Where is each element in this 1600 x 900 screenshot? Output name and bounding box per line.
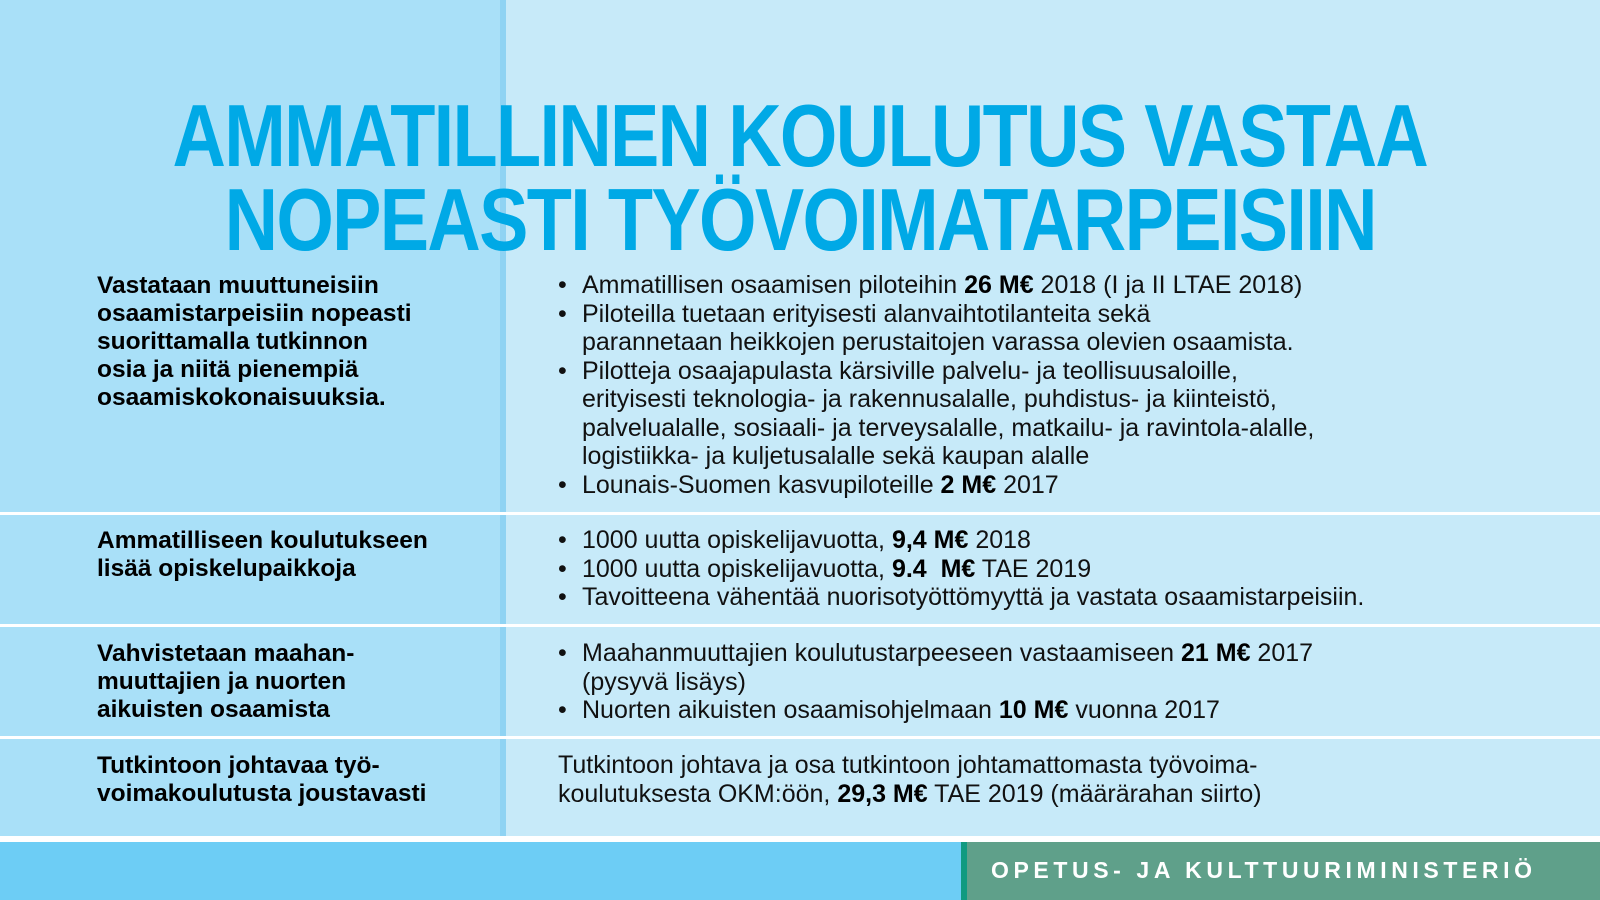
text: Pilotteja osaajapulasta kärsiville palve… [582,356,1315,471]
row-2-bullets: • 1000 uutta opiskelijavuotta, 9,4 M€ 201… [558,526,1568,612]
bullet-item: • Pilotteja osaajapulasta kärsiville palv… [558,357,1568,471]
text: 2017 (pysyvä lisäys) [582,639,1314,696]
text: Lounais-Suomen kasvupiloteille [582,470,941,499]
title-line-1: AMMATILLINEN KOULUTUS VASTAA [0,92,1600,180]
row-divider [0,736,1600,739]
bullet-item: • 1000 uutta opiskelijavuotta, 9,4 M€ 201… [558,526,1568,555]
text: Piloteilla tuetaan erityisesti alanvaiht… [582,299,1294,357]
footer-blue-band [0,842,961,900]
bullet-item: • Piloteilla tuetaan erityisesti alanvaih… [558,300,1568,357]
bullet-icon: • [558,639,567,667]
bullet-item: • Nuorten aikuisten osaamisohjelmaan 10 M… [558,696,1568,725]
text: Nuorten aikuisten osaamisohjelmaan [582,696,999,724]
bullet-icon: • [558,271,567,299]
text: Tavoitteena vähentää nuorisotyöttömyyttä… [582,583,1365,611]
amount: 9,4 M€ [891,526,969,554]
bullet-icon: • [558,696,567,724]
title-line-2: NOPEASTI TYÖVOIMATARPEISIIN [0,176,1600,264]
text: Maahanmuuttajien koulutustarpeeseen vast… [582,639,1181,667]
bullet-item: • Tavoitteena vähentää nuorisotyöttömyytt… [558,583,1568,612]
text: 2018 (I ja II LTAE 2018) [1033,271,1303,299]
row-2-heading: Ammatilliseen koulutukseen lisää opiskel… [97,527,428,582]
amount: 29,3 M€ [837,779,928,808]
row-divider [0,836,1600,842]
row-3-heading: Vahvistetaan maahan- muuttajien ja nuort… [97,640,355,723]
left-column-background [0,0,500,842]
row-4-heading: Tutkintoon johtavaa työ- voimakoulutusta… [97,752,427,807]
bullet-item: • Ammatillisen osaamisen piloteihin 26 M€… [558,271,1568,300]
bullet-icon: • [558,299,567,328]
text: TAE 2019 [975,554,1092,583]
title-text-1: AMMATILLINEN KOULUTUS VASTAA [172,86,1429,185]
text: 2018 [968,526,1031,554]
ministry-name: OPETUS- JA KULTTUURIMINISTERIÖ [991,857,1537,883]
bullet-icon: • [558,554,567,583]
bullet-item: • Lounais-Suomen kasvupiloteille 2 M€ 201… [558,471,1568,500]
title-text-2: NOPEASTI TYÖVOIMATARPEISIIN [224,170,1377,269]
bullet-item: • 1000 uutta opiskelijavuotta, 9.4 M€ TAE… [558,555,1568,584]
amount: 9.4 M€ [891,554,976,583]
bullet-icon: • [558,356,567,385]
row-divider [0,512,1600,515]
row-divider [0,624,1600,627]
amount: 21 M€ [1181,639,1251,667]
column-separator [500,0,506,836]
row-1-bullets: • Ammatillisen osaamisen piloteihin 26 M€… [558,271,1568,499]
text: Tutkintoon johtava ja osa tutkintoon joh… [558,751,1258,808]
row-1-heading: Vastataan muuttuneisiin osaamistarpeisii… [97,272,412,411]
text: 1000 uutta opiskelijavuotta, [582,554,892,583]
bullet-icon: • [558,583,567,611]
row-3-bullets: • Maahanmuuttajien koulutustarpeeseen vas… [558,639,1568,725]
amount: 2 M€ [940,470,997,499]
text: TAE 2019 (määrärahan siirto) [927,779,1262,808]
row-4-text: Tutkintoon johtava ja osa tutkintoon joh… [558,751,1568,808]
text: 1000 uutta opiskelijavuotta, [582,526,892,554]
text: Ammatillisen osaamisen piloteihin [582,271,965,299]
amount: 26 M€ [964,271,1034,299]
bullet-icon: • [558,470,567,499]
bullet-item: • Maahanmuuttajien koulutustarpeeseen vas… [558,639,1568,696]
text: 2017 [996,470,1059,499]
amount: 10 M€ [998,696,1069,724]
text: vuonna 2017 [1068,696,1220,724]
ministry-logo-band: OPETUS- JA KULTTUURIMINISTERIÖ [961,842,1600,900]
bullet-icon: • [558,526,567,554]
